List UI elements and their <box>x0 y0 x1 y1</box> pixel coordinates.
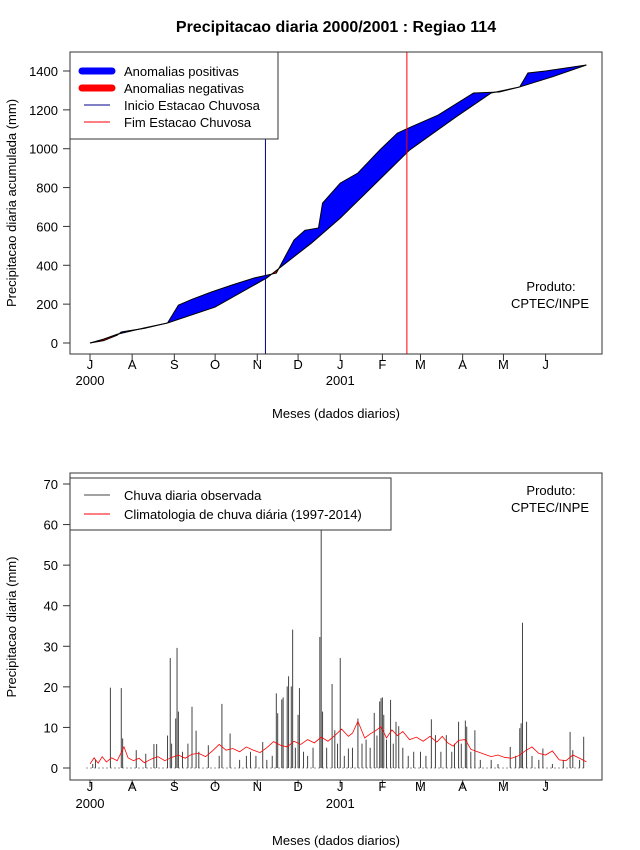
y-axis: 0 10 20 30 40 50 60 70 <box>44 477 70 776</box>
year-label: 2001 <box>326 373 355 388</box>
x-tick-label: D <box>293 357 302 372</box>
x-tick-label: A <box>128 357 137 372</box>
product-source: CPTEC/INPE <box>511 296 589 311</box>
y-tick-label: 1000 <box>29 142 58 157</box>
x-axis-label: Meses (dados diarios) <box>272 406 400 421</box>
legend-label: Anomalias positivas <box>124 64 239 79</box>
y-tick-label: 70 <box>44 477 58 492</box>
x-tick-label: F <box>378 357 386 372</box>
product-label: Produto: <box>526 483 575 498</box>
y-tick-label: 0 <box>51 761 58 776</box>
product-source: CPTEC/INPE <box>511 500 589 515</box>
y-tick-label: 50 <box>44 558 58 573</box>
x-tick-label: N <box>253 357 262 372</box>
legend-label: Chuva diaria observada <box>124 488 262 503</box>
legend-label: Climatologia de chuva diária (1997-2014) <box>124 507 362 522</box>
product-label: Produto: <box>526 279 575 294</box>
y-tick-label: 40 <box>44 599 58 614</box>
y-tick-label: 1400 <box>29 64 58 79</box>
legend: Anomalias positivas Anomalias negativas … <box>69 51 279 140</box>
legend-label: Fim Estacao Chuvosa <box>124 115 252 130</box>
x-tick-label: S <box>170 357 179 372</box>
climatology-line <box>89 720 587 765</box>
y-tick-label: 400 <box>36 258 58 273</box>
x-tick-label: M <box>498 779 509 794</box>
y-tick-label: 0 <box>51 336 58 351</box>
observed-bars <box>92 504 585 768</box>
legend: Chuva diaria observada Climatologia de c… <box>69 477 392 531</box>
y-tick-label: 60 <box>44 518 58 533</box>
daily-precipitation-chart: 0 10 20 30 40 50 60 70 J A S O N D J F M A M J 2000 2001 Pre… <box>4 472 603 848</box>
plot-frame <box>69 472 603 781</box>
legend-label: Anomalias negativas <box>124 81 244 96</box>
x-tick-label: O <box>210 357 220 372</box>
x-tick-label: J <box>542 779 549 794</box>
year-label: 2000 <box>76 796 105 811</box>
y-tick-label: 10 <box>44 720 58 735</box>
x-tick-label: A <box>458 779 467 794</box>
climatology-cumulative-line <box>89 64 587 344</box>
x-tick-label: M <box>415 357 426 372</box>
y-axis: 0 200 400 600 800 1000 1200 1400 <box>29 64 70 351</box>
x-axis-label: Meses (dados diarios) <box>272 833 400 848</box>
x-tick-label: J <box>87 357 94 372</box>
y-tick-label: 800 <box>36 181 58 196</box>
y-tick-label: 20 <box>44 680 58 695</box>
y-tick-label: 200 <box>36 297 58 312</box>
x-tick-label: A <box>128 779 137 794</box>
y-tick-label: 1200 <box>29 103 58 118</box>
x-tick-label: O <box>210 779 220 794</box>
x-tick-label: A <box>458 357 467 372</box>
chart-title: Precipitacao diaria 2000/2001 : Regiao 1… <box>176 19 496 36</box>
positive-anomaly-area <box>90 64 587 343</box>
y-axis-label: Precipitacao diaria (mm) <box>4 557 19 698</box>
x-tick-label: M <box>498 357 509 372</box>
y-tick-label: 600 <box>36 219 58 234</box>
y-tick-label: 30 <box>44 639 58 654</box>
x-tick-label: J <box>337 779 344 794</box>
x-tick-label: S <box>170 779 179 794</box>
legend-label: Inicio Estacao Chuvosa <box>124 98 261 113</box>
y-axis-label: Precipitacao diaria acumulada (mm) <box>4 99 19 307</box>
x-tick-label: N <box>253 779 262 794</box>
x-tick-label: F <box>378 779 386 794</box>
plot-frame <box>69 51 603 355</box>
year-label: 2000 <box>76 373 105 388</box>
year-label: 2001 <box>326 796 355 811</box>
x-tick-label: D <box>293 779 302 794</box>
x-tick-label: M <box>415 779 426 794</box>
x-axis: J A S O N D J F M A M J 2000 2001 <box>76 779 549 811</box>
x-tick-label: J <box>337 357 344 372</box>
x-tick-label: J <box>542 357 549 372</box>
x-tick-label: J <box>87 779 94 794</box>
